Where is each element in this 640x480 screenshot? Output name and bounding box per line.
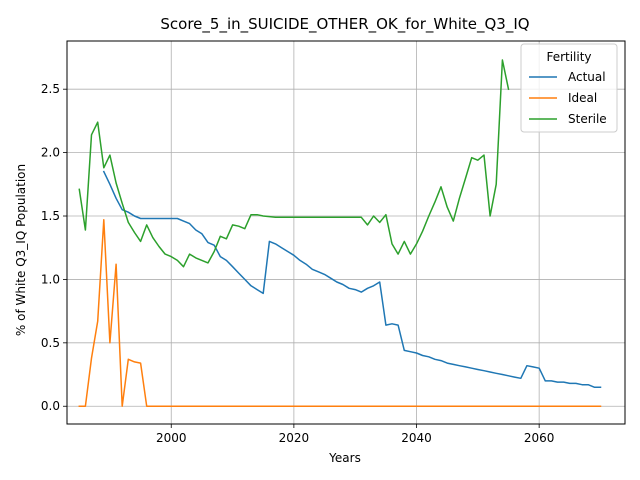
- x-tick-label: 2040: [401, 431, 432, 445]
- y-tick-label: 0.5: [41, 336, 60, 350]
- series-line-ideal: [78, 219, 602, 407]
- y-tick-label: 1.5: [41, 209, 60, 223]
- x-axis-label: Years: [328, 451, 361, 465]
- series-line-actual: [102, 170, 602, 388]
- y-tick-label: 2.0: [41, 146, 60, 160]
- y-tick-label: 0.0: [41, 399, 60, 413]
- legend-label-actual: Actual: [568, 70, 606, 84]
- legend: Fertility Actual Ideal Sterile: [520, 43, 618, 133]
- x-axis: 2000 2020 2040 2060: [156, 424, 554, 445]
- y-tick-label: 1.0: [41, 272, 60, 286]
- y-axis: 0.0 0.5 1.0 1.5 2.0 2.5: [41, 82, 67, 413]
- x-tick-label: 2020: [279, 431, 310, 445]
- legend-title: Fertility: [546, 50, 591, 64]
- plot-frame: [66, 40, 626, 425]
- legend-entries: Actual Ideal Sterile: [529, 70, 607, 126]
- series-layer: [78, 59, 602, 407]
- series-line-sterile: [78, 59, 510, 268]
- legend-label-ideal: Ideal: [568, 91, 597, 105]
- x-tick-label: 2060: [524, 431, 555, 445]
- y-tick-label: 2.5: [41, 82, 60, 96]
- y-axis-label: % of White Q3_IQ Population: [14, 164, 28, 336]
- chart-title: Score_5_in_SUICIDE_OTHER_OK_for_White_Q3…: [160, 15, 529, 34]
- legend-label-sterile: Sterile: [568, 112, 607, 126]
- x-tick-label: 2000: [156, 431, 187, 445]
- legend-box: [520, 43, 618, 133]
